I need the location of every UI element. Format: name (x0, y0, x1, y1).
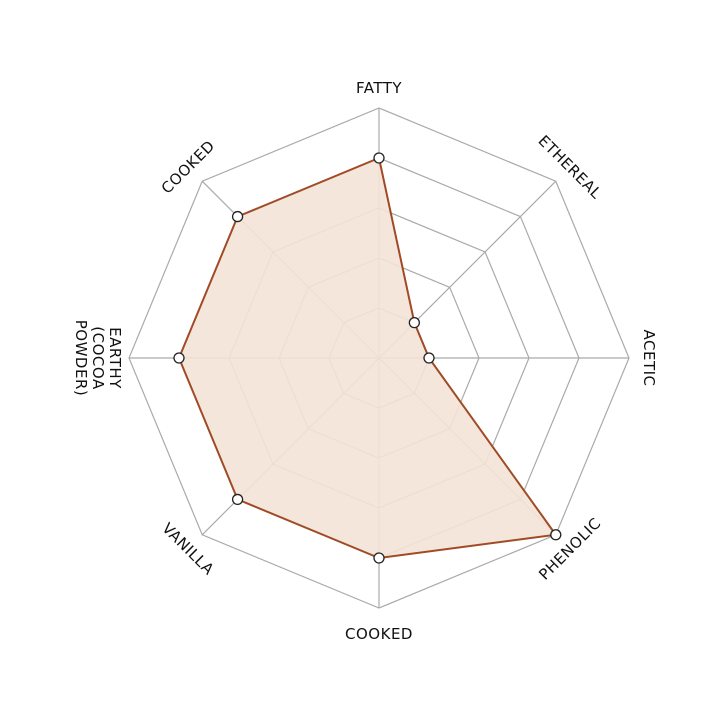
axis-label-line: COOKED (345, 625, 413, 643)
axis-label: FATTY (356, 79, 402, 97)
axis-label-line: (COCOA (89, 326, 107, 390)
data-point (550, 529, 562, 541)
data-point (423, 352, 435, 364)
axis-label-line: POWDER) (72, 320, 90, 397)
data-point (231, 493, 244, 506)
axis-label-line: FATTY (356, 79, 402, 97)
axis-label: EARTHY(COCOAPOWDER) (72, 320, 124, 397)
axis-label-line: ACETIC (640, 329, 658, 386)
axis-label-line: EARTHY (106, 327, 124, 389)
data-point (173, 352, 185, 364)
data-point (408, 316, 421, 329)
data-point (373, 152, 385, 164)
data-point (231, 210, 244, 223)
axis-label: COOKED (345, 625, 413, 643)
axis-label: ACETIC (640, 329, 658, 386)
data-point (373, 552, 385, 564)
